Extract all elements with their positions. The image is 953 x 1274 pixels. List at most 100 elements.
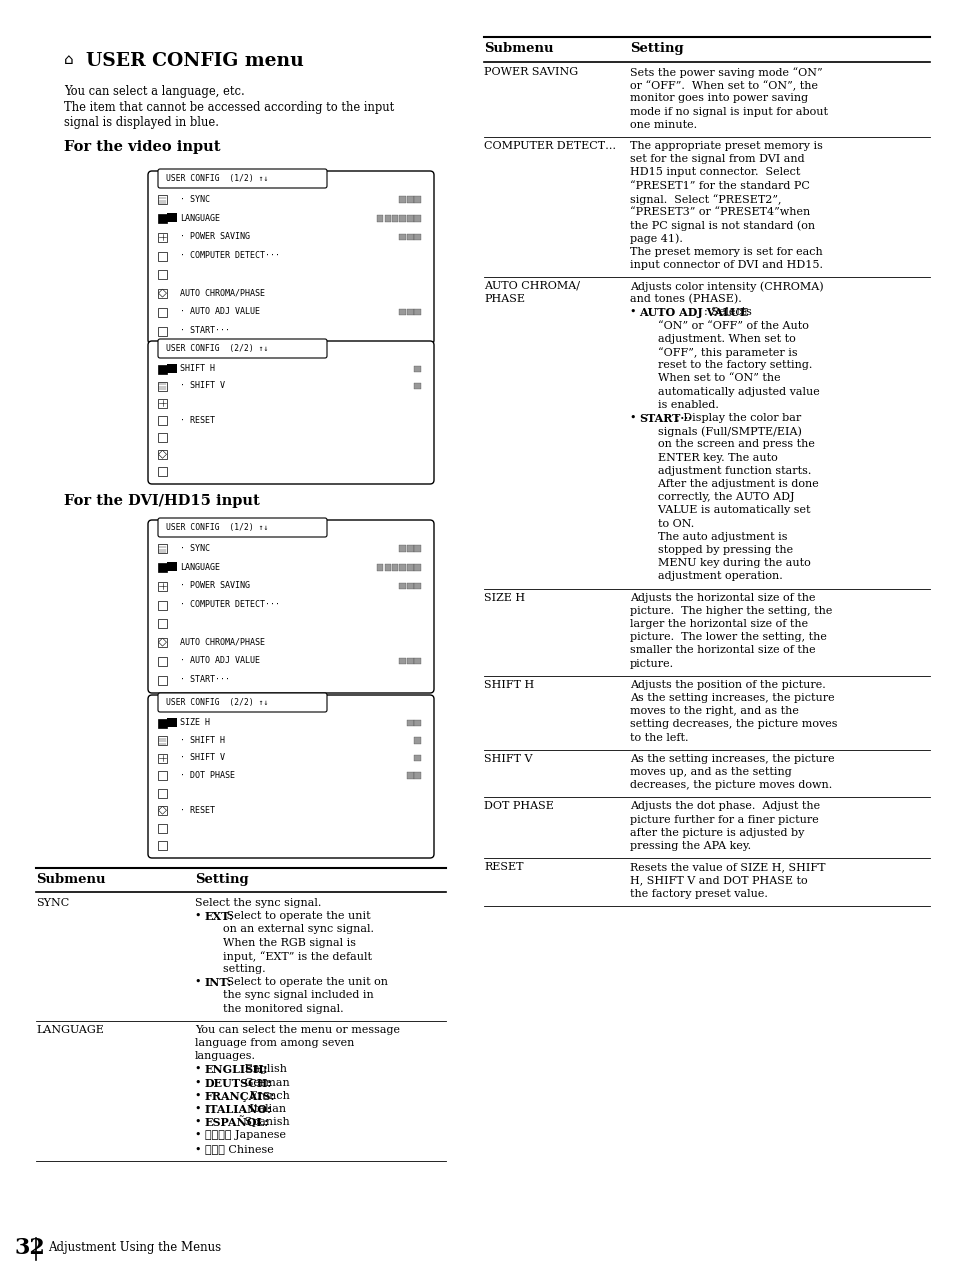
Text: “OFF”, this parameter is: “OFF”, this parameter is: [629, 347, 797, 358]
Text: Select to operate the unit on: Select to operate the unit on: [223, 977, 388, 987]
Text: ENGLISH:: ENGLISH:: [204, 1064, 268, 1075]
Text: · SYNC: · SYNC: [180, 544, 210, 553]
Text: Adjustment Using the Menus: Adjustment Using the Menus: [48, 1241, 221, 1255]
Bar: [158, 841, 167, 850]
Text: RESET: RESET: [483, 862, 523, 873]
FancyBboxPatch shape: [158, 519, 327, 538]
Text: Setting: Setting: [629, 42, 683, 55]
Text: English: English: [241, 1064, 287, 1074]
Text: to the left.: to the left.: [629, 733, 688, 743]
Text: moves up, and as the setting: moves up, and as the setting: [629, 767, 791, 777]
Bar: [407, 564, 413, 571]
Text: Select the sync signal.: Select the sync signal.: [194, 898, 321, 908]
Bar: [399, 545, 406, 552]
Text: picture.  The higher the setting, the: picture. The higher the setting, the: [629, 606, 832, 615]
Text: Select to operate the unit: Select to operate the unit: [223, 911, 370, 921]
Text: mode if no signal is input for about: mode if no signal is input for about: [629, 107, 827, 117]
Text: As the setting increases, the picture: As the setting increases, the picture: [629, 754, 834, 764]
Bar: [158, 195, 167, 204]
Polygon shape: [158, 450, 167, 459]
Text: •: •: [194, 1091, 205, 1101]
Text: SIZE H: SIZE H: [180, 719, 210, 727]
Text: signal is displayed in blue.: signal is displayed in blue.: [64, 116, 219, 129]
Bar: [158, 806, 167, 815]
Text: For the DVI/HD15 input: For the DVI/HD15 input: [64, 494, 259, 508]
Bar: [399, 564, 406, 571]
Text: You can select a language, etc.: You can select a language, etc.: [64, 85, 245, 98]
Bar: [376, 215, 383, 222]
Bar: [407, 196, 413, 203]
FancyBboxPatch shape: [158, 339, 327, 358]
Bar: [167, 363, 177, 372]
Text: the PC signal is not standard (on: the PC signal is not standard (on: [629, 220, 814, 231]
Text: •: •: [194, 911, 205, 921]
Text: • 日本語： Japanese: • 日本語： Japanese: [194, 1130, 286, 1140]
Text: ⌂: ⌂: [64, 52, 73, 68]
Bar: [158, 824, 167, 833]
FancyBboxPatch shape: [158, 169, 327, 189]
Bar: [158, 364, 167, 373]
Text: · SHIFT H: · SHIFT H: [180, 736, 225, 745]
Text: Spanish: Spanish: [241, 1117, 290, 1127]
Text: to ON.: to ON.: [629, 519, 694, 529]
Text: after the picture is adjusted by: after the picture is adjusted by: [629, 828, 803, 838]
Text: POWER SAVING: POWER SAVING: [483, 68, 578, 76]
Bar: [407, 583, 413, 590]
Text: : Selects: : Selects: [703, 307, 751, 317]
Text: · START···: · START···: [180, 675, 230, 684]
Text: · COMPUTER DETECT···: · COMPUTER DETECT···: [180, 600, 280, 609]
Bar: [407, 657, 413, 664]
Text: •: •: [194, 977, 205, 987]
Bar: [158, 771, 167, 780]
Text: You can select the menu or message: You can select the menu or message: [194, 1024, 399, 1034]
Bar: [399, 234, 406, 241]
Bar: [158, 789, 167, 798]
Bar: [414, 308, 420, 316]
Bar: [399, 583, 406, 590]
Text: SHIFT V: SHIFT V: [483, 754, 532, 764]
Text: and tones (PHASE).: and tones (PHASE).: [629, 294, 741, 304]
Bar: [414, 382, 420, 390]
Text: setting decreases, the picture moves: setting decreases, the picture moves: [629, 720, 837, 730]
Text: •: •: [629, 307, 639, 317]
Bar: [414, 772, 420, 778]
Text: the factory preset value.: the factory preset value.: [629, 888, 767, 898]
Bar: [407, 215, 413, 222]
Text: is enabled.: is enabled.: [629, 400, 719, 410]
Text: adjustment function starts.: adjustment function starts.: [629, 466, 810, 475]
Text: signals (Full/SMPTE/EIA): signals (Full/SMPTE/EIA): [629, 427, 801, 437]
Text: •: •: [194, 1117, 205, 1127]
Bar: [407, 772, 413, 778]
Bar: [158, 719, 167, 727]
Text: stopped by pressing the: stopped by pressing the: [629, 545, 792, 555]
Text: MENU key during the auto: MENU key during the auto: [629, 558, 810, 568]
Text: pressing the APA key.: pressing the APA key.: [629, 841, 750, 851]
Polygon shape: [158, 638, 167, 646]
Polygon shape: [158, 806, 167, 814]
Text: reset to the factory setting.: reset to the factory setting.: [629, 361, 812, 371]
Text: Adjusts the horizontal size of the: Adjusts the horizontal size of the: [629, 592, 815, 603]
Bar: [158, 638, 167, 647]
Bar: [414, 720, 420, 726]
Text: Resets the value of SIZE H, SHIFT: Resets the value of SIZE H, SHIFT: [629, 862, 824, 873]
Text: LANGUAGE: LANGUAGE: [180, 563, 220, 572]
Text: input, “EXT” is the default: input, “EXT” is the default: [194, 950, 372, 962]
Text: SYNC: SYNC: [36, 898, 70, 908]
Text: Sets the power saving mode “ON”: Sets the power saving mode “ON”: [629, 68, 821, 78]
Text: languages.: languages.: [194, 1051, 255, 1061]
Bar: [414, 564, 420, 571]
Text: page 41).: page 41).: [629, 233, 682, 243]
Text: Italian: Italian: [246, 1105, 286, 1113]
Text: automatically adjusted value: automatically adjusted value: [629, 386, 819, 396]
Bar: [158, 675, 167, 684]
Text: AUTO ADJ VALUE: AUTO ADJ VALUE: [639, 307, 748, 318]
Text: one minute.: one minute.: [629, 120, 697, 130]
Bar: [158, 754, 167, 763]
Text: ESPAÑOL:: ESPAÑOL:: [204, 1117, 268, 1129]
Text: •: •: [629, 413, 639, 423]
Bar: [407, 545, 413, 552]
Bar: [407, 308, 413, 316]
Text: When the RGB signal is: When the RGB signal is: [194, 938, 355, 948]
Bar: [158, 736, 167, 745]
Bar: [399, 308, 406, 316]
